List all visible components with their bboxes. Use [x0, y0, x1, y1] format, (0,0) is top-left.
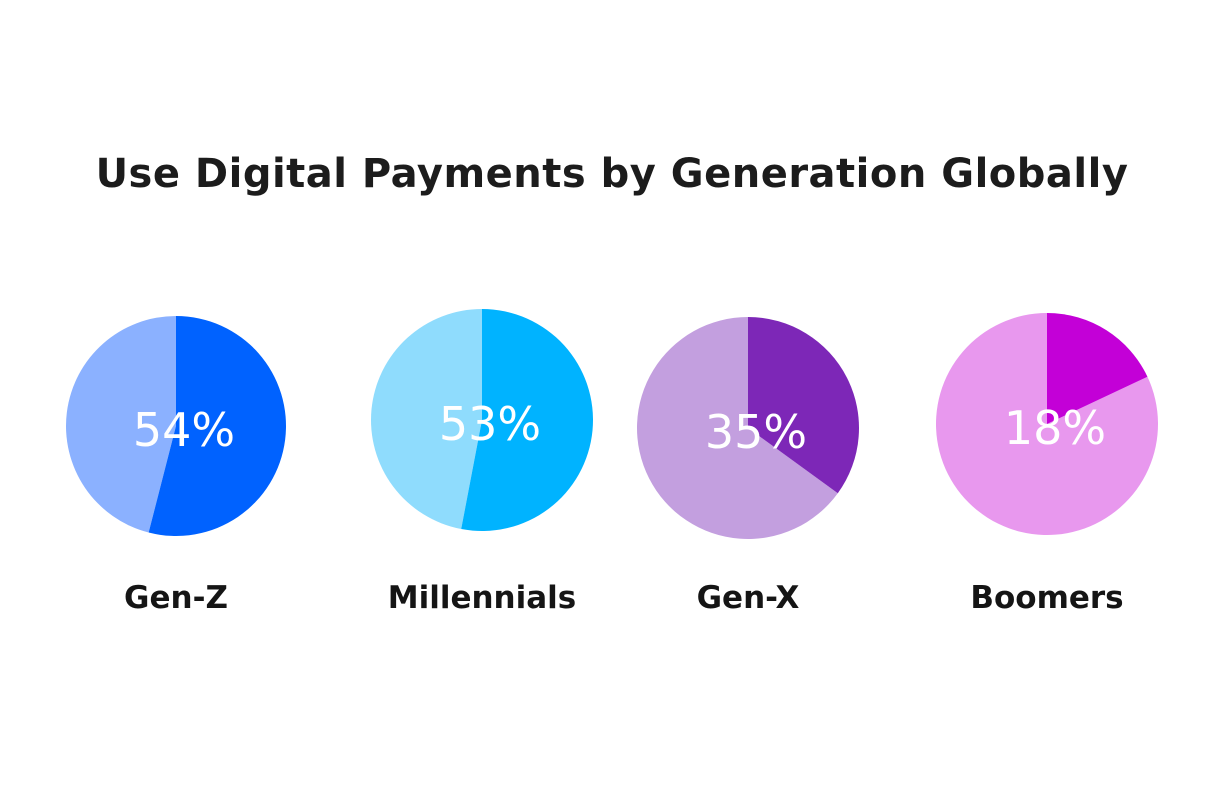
value-label-millennials: 53%: [439, 397, 541, 451]
category-label-boomers: Boomers: [970, 580, 1123, 616]
value-label-boomers: 18%: [1004, 401, 1106, 455]
pie-slice-millennials-value: [461, 308, 594, 531]
value-label-gen-x: 35%: [705, 405, 807, 459]
pie-slice-boomers-value: [1047, 313, 1148, 424]
category-label-gen-z: Gen-Z: [124, 580, 228, 616]
pie-boomers: 18% Boomers: [936, 313, 1158, 616]
category-label-gen-x: Gen-X: [697, 580, 800, 616]
pie-slice-gen-z-value: [148, 316, 287, 536]
pie-millennials: 53% Millennials: [371, 308, 594, 616]
pie-slice-millennials-remainder: [371, 309, 482, 530]
pie-slice-boomers-remainder: [936, 313, 1158, 536]
pie-slice-gen-x-value: [748, 317, 859, 494]
pie-gen-x: 35% Gen-X: [637, 317, 859, 616]
pie-slice-gen-x-remainder: [637, 317, 838, 539]
chart-title: Use Digital Payments by Generation Globa…: [95, 151, 1129, 197]
pie-gen-z: 54% Gen-Z: [66, 316, 287, 616]
category-label-millennials: Millennials: [388, 580, 577, 616]
pie-slice-gen-z-remainder: [66, 316, 176, 533]
value-label-gen-z: 54%: [133, 403, 235, 457]
